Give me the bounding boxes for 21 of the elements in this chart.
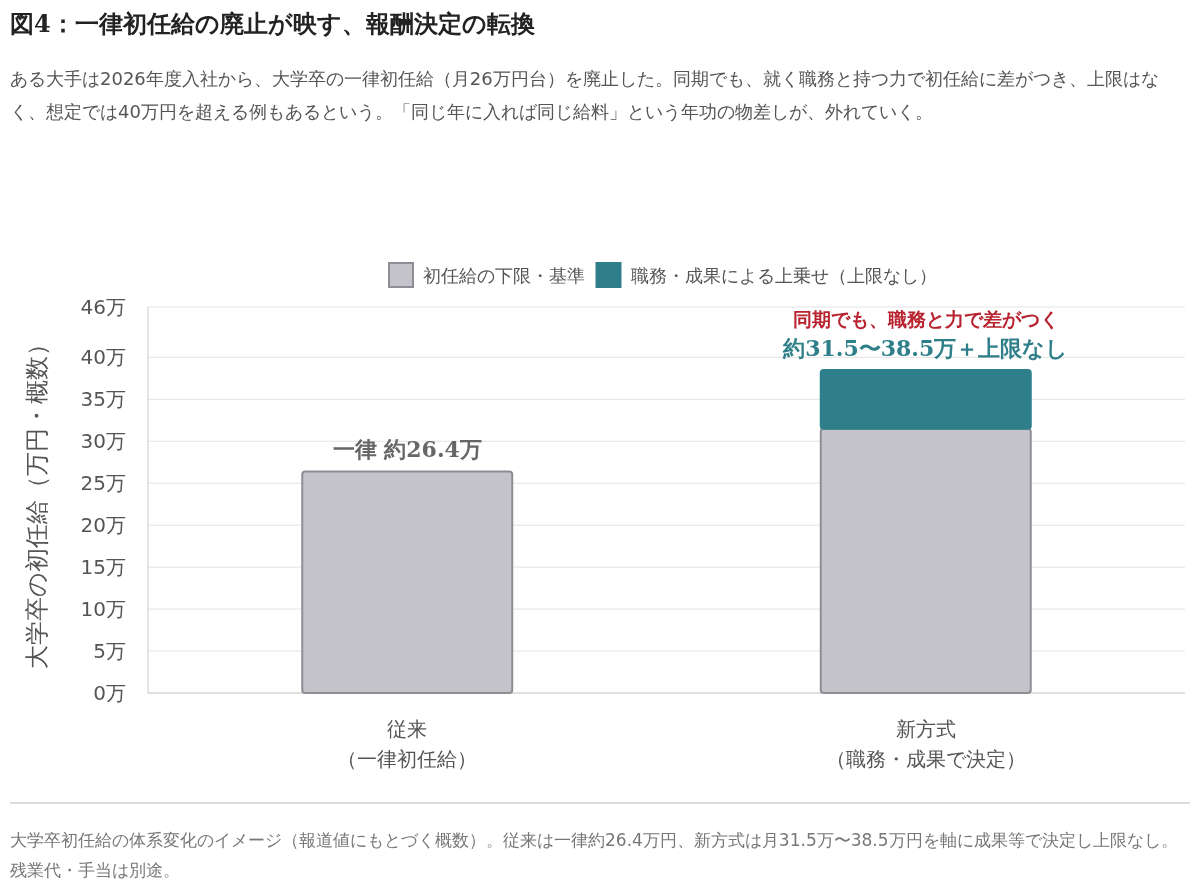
y-tick-label: 0万 <box>93 681 126 705</box>
y-tick-label: 15万 <box>80 555 126 580</box>
x-tick-label: 従来（一律初任給） <box>337 717 478 771</box>
y-tick-label: 30万 <box>80 429 126 454</box>
annotation: 一律 約26.4万 <box>332 436 482 463</box>
y-tick-label: 35万 <box>80 387 126 412</box>
y-tick-label: 10万 <box>80 597 126 622</box>
y-tick-label: 20万 <box>80 513 126 538</box>
y-axis-title: 大学卒の初任給（万円・概数） <box>23 331 51 669</box>
chart-subtitle: ある大手は2026年度入社から、大学卒の一律初任給（月26万円台）を廃止した。同期でも、就く職務と持つ力で初任給に差がつき、上限はなく、想定では40万円を超える例もあるという。「同じ年に入れば同じ給料」という年功の物差しが、外れていく。 <box>10 67 1160 124</box>
text: 大学卒初任給の体系変化のイメージ（報道値にもとづく概数）。従来は一律約26.4万円、新方式は月31.5万〜38.5万円を軸に成果等で決定し上限なし。残業代・手当は別途。 <box>10 829 1179 882</box>
y-tick-label: 46万 <box>80 295 126 319</box>
x-tick-label: 新方式（職務・成果で決定） <box>825 717 1026 771</box>
chart-title: 図4：一律初任給の廃止が映す、報酬決定の転換 <box>10 8 535 40</box>
y-tick-label: 40万 <box>80 345 126 370</box>
legend-label: 初任給の下限・基準 <box>423 265 585 286</box>
legend-label: 職務・成果による上乗せ（上限なし） <box>630 265 937 286</box>
y-tick-label: 25万 <box>80 471 126 496</box>
y-tick-label: 5万 <box>93 639 126 664</box>
annotation: 同期でも、職務と力で差がつく <box>792 307 1059 330</box>
annotation: 約31.5〜38.5万＋上限なし <box>782 334 1069 361</box>
